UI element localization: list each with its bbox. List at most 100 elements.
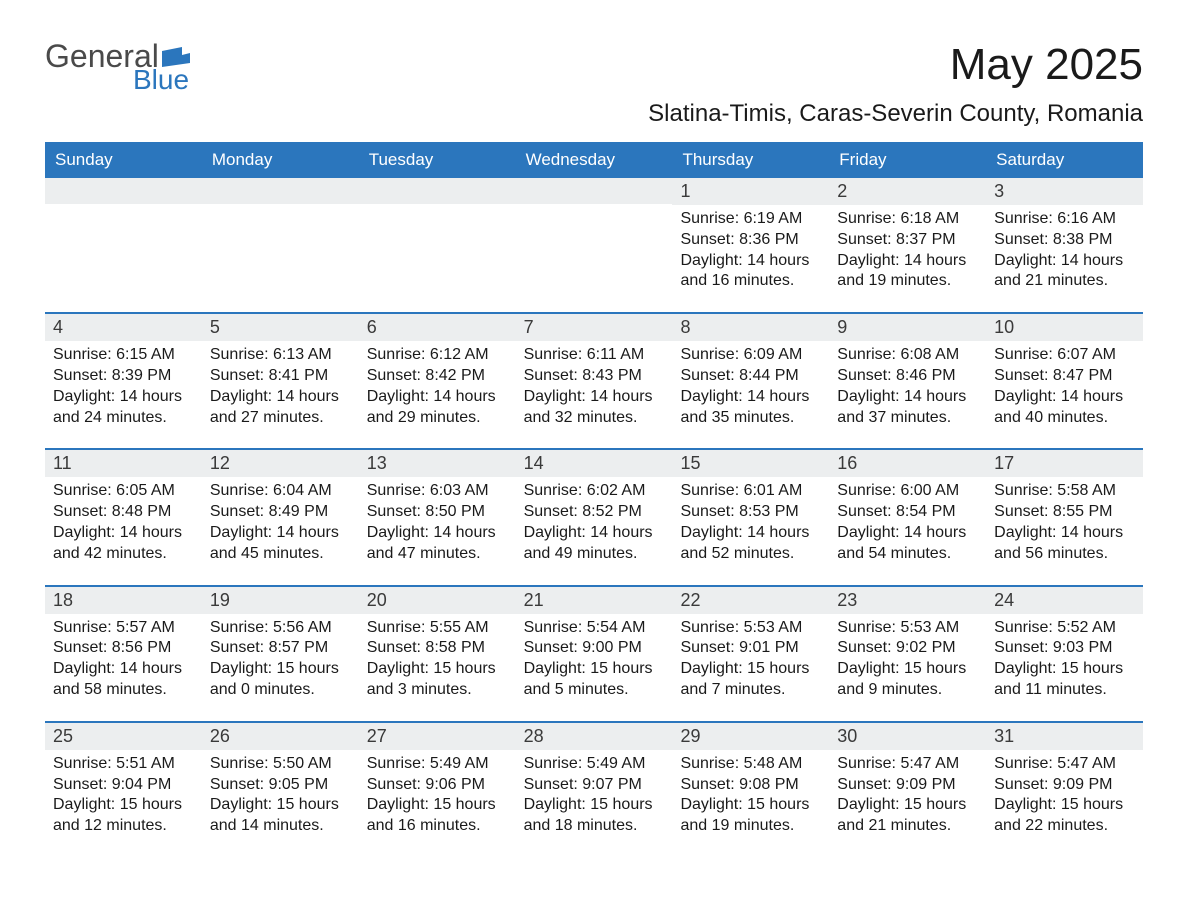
daylight-text: Daylight: 15 hours <box>994 795 1135 816</box>
calendar-cell: 19Sunrise: 5:56 AMSunset: 8:57 PMDayligh… <box>202 587 359 721</box>
calendar-cell: 13Sunrise: 6:03 AMSunset: 8:50 PMDayligh… <box>359 450 516 584</box>
sunset-text: Sunset: 8:52 PM <box>524 502 665 523</box>
daylight-text: and 37 minutes. <box>837 408 978 429</box>
day-number: 21 <box>524 590 544 610</box>
dow-friday: Friday <box>829 142 986 178</box>
day-number: 14 <box>524 453 544 473</box>
sunrise-text: Sunrise: 6:05 AM <box>53 481 194 502</box>
sunset-text: Sunset: 9:09 PM <box>994 775 1135 796</box>
day-number-row: 22 <box>672 587 829 614</box>
sunrise-text: Sunrise: 5:47 AM <box>994 754 1135 775</box>
daylight-text: Daylight: 14 hours <box>210 387 351 408</box>
day-number: 31 <box>994 726 1014 746</box>
daylight-text: Daylight: 14 hours <box>210 523 351 544</box>
calendar-cell: 27 Sunrise: 5:49 AMSunset: 9:06 PMDayligh… <box>359 723 516 857</box>
sunrise-text: Sunrise: 5:55 AM <box>367 618 508 639</box>
daylight-text: and 29 minutes. <box>367 408 508 429</box>
calendar-cell: 20Sunrise: 5:55 AMSunset: 8:58 PMDayligh… <box>359 587 516 721</box>
daylight-text: and 24 minutes. <box>53 408 194 429</box>
sunset-text: Sunset: 8:38 PM <box>994 230 1135 251</box>
day-details: Sunrise: 5:57 AMSunset: 8:56 PMDaylight:… <box>45 614 202 701</box>
daylight-text: and 21 minutes. <box>837 816 978 837</box>
calendar-cell: 24Sunrise: 5:52 AMSunset: 9:03 PMDayligh… <box>986 587 1143 721</box>
daylight-text: Daylight: 15 hours <box>53 795 194 816</box>
sunrise-text: Sunrise: 6:03 AM <box>367 481 508 502</box>
daylight-text: Daylight: 14 hours <box>994 387 1135 408</box>
sunrise-text: Sunrise: 6:19 AM <box>680 209 821 230</box>
day-details: Sunrise: 5:54 AMSunset: 9:00 PMDaylight:… <box>516 614 673 701</box>
day-details: Sunrise: 5:48 AMSunset: 9:08 PMDaylight:… <box>672 750 829 837</box>
calendar-cell: 28Sunrise: 5:49 AMSunset: 9:07 PMDayligh… <box>516 723 673 857</box>
day-number: 22 <box>680 590 700 610</box>
sunset-text: Sunset: 8:43 PM <box>524 366 665 387</box>
calendar-cell: 8Sunrise: 6:09 AMSunset: 8:44 PMDaylight… <box>672 314 829 448</box>
day-details: Sunrise: 6:00 AMSunset: 8:54 PMDaylight:… <box>829 477 986 564</box>
daylight-text: Daylight: 14 hours <box>367 523 508 544</box>
daylight-text: Daylight: 15 hours <box>680 795 821 816</box>
daylight-text: Daylight: 15 hours <box>210 659 351 680</box>
sunset-text: Sunset: 8:50 PM <box>367 502 508 523</box>
daylight-text: and 7 minutes. <box>680 680 821 701</box>
day-number-row: 16 <box>829 450 986 477</box>
daylight-text: Daylight: 14 hours <box>53 659 194 680</box>
calendar-cell: 11Sunrise: 6:05 AMSunset: 8:48 PMDayligh… <box>45 450 202 584</box>
calendar: Sunday Monday Tuesday Wednesday Thursday… <box>45 142 1143 857</box>
sunset-text: Sunset: 8:42 PM <box>367 366 508 387</box>
daylight-text: and 32 minutes. <box>524 408 665 429</box>
daylight-text: Daylight: 15 hours <box>210 795 351 816</box>
calendar-cell <box>202 178 359 312</box>
calendar-cell: 18Sunrise: 5:57 AMSunset: 8:56 PMDayligh… <box>45 587 202 721</box>
day-details: Sunrise: 5:53 AMSunset: 9:02 PMDaylight:… <box>829 614 986 701</box>
sunset-text: Sunset: 9:00 PM <box>524 638 665 659</box>
sunset-text: Sunset: 8:49 PM <box>210 502 351 523</box>
daylight-text: and 16 minutes. <box>680 271 821 292</box>
day-number: 25 <box>53 726 73 746</box>
day-number: 20 <box>367 590 387 610</box>
daylight-text: and 47 minutes. <box>367 544 508 565</box>
sunrise-text: Sunrise: 5:49 AM <box>524 754 665 775</box>
sunrise-text: Sunrise: 6:04 AM <box>210 481 351 502</box>
day-number-row: 11 <box>45 450 202 477</box>
day-number-row: 1 <box>672 178 829 205</box>
calendar-cell: 21 Sunrise: 5:54 AMSunset: 9:00 PMDayligh… <box>516 587 673 721</box>
day-number: 15 <box>680 453 700 473</box>
calendar-cell: 7Sunrise: 6:11 AMSunset: 8:43 PMDaylight… <box>516 314 673 448</box>
daylight-text: and 19 minutes. <box>837 271 978 292</box>
sunrise-text: Sunrise: 6:16 AM <box>994 209 1135 230</box>
daylight-text: and 0 minutes. <box>210 680 351 701</box>
sunset-text: Sunset: 9:08 PM <box>680 775 821 796</box>
sunrise-text: Sunrise: 5:56 AM <box>210 618 351 639</box>
sunset-text: Sunset: 8:58 PM <box>367 638 508 659</box>
dow-saturday: Saturday <box>986 142 1143 178</box>
day-number: 28 <box>524 726 544 746</box>
sunrise-text: Sunrise: 5:50 AM <box>210 754 351 775</box>
sunset-text: Sunset: 8:44 PM <box>680 366 821 387</box>
day-details: Sunrise: 6:03 AMSunset: 8:50 PMDaylight:… <box>359 477 516 564</box>
day-number: 27 <box>367 726 387 746</box>
day-number: 2 <box>837 181 847 201</box>
day-number: 29 <box>680 726 700 746</box>
day-details: Sunrise: 6:16 AMSunset: 8:38 PMDaylight:… <box>986 205 1143 292</box>
calendar-week: 4Sunrise: 6:15 AMSunset: 8:39 PMDaylight… <box>45 312 1143 448</box>
calendar-cell: 31 Sunrise: 5:47 AMSunset: 9:09 PMDayligh… <box>986 723 1143 857</box>
daylight-text: and 40 minutes. <box>994 408 1135 429</box>
daylight-text: and 27 minutes. <box>210 408 351 429</box>
daylight-text: and 11 minutes. <box>994 680 1135 701</box>
day-details: Sunrise: 5:49 AMSunset: 9:06 PMDaylight:… <box>359 750 516 837</box>
daylight-text: and 3 minutes. <box>367 680 508 701</box>
day-details: Sunrise: 6:01 AMSunset: 8:53 PMDaylight:… <box>672 477 829 564</box>
daylight-text: Daylight: 15 hours <box>524 795 665 816</box>
calendar-cell: 25Sunrise: 5:51 AMSunset: 9:04 PMDayligh… <box>45 723 202 857</box>
daylight-text: and 35 minutes. <box>680 408 821 429</box>
day-details: Sunrise: 5:52 AMSunset: 9:03 PMDaylight:… <box>986 614 1143 701</box>
day-number-row: 13 <box>359 450 516 477</box>
daylight-text: and 49 minutes. <box>524 544 665 565</box>
day-number: 6 <box>367 317 377 337</box>
calendar-cell: 5Sunrise: 6:13 AMSunset: 8:41 PMDaylight… <box>202 314 359 448</box>
dow-sunday: Sunday <box>45 142 202 178</box>
day-number-row: 15 <box>672 450 829 477</box>
day-number: 1 <box>680 181 690 201</box>
sunset-text: Sunset: 8:56 PM <box>53 638 194 659</box>
day-details: Sunrise: 5:56 AMSunset: 8:57 PMDaylight:… <box>202 614 359 701</box>
day-number: 5 <box>210 317 220 337</box>
